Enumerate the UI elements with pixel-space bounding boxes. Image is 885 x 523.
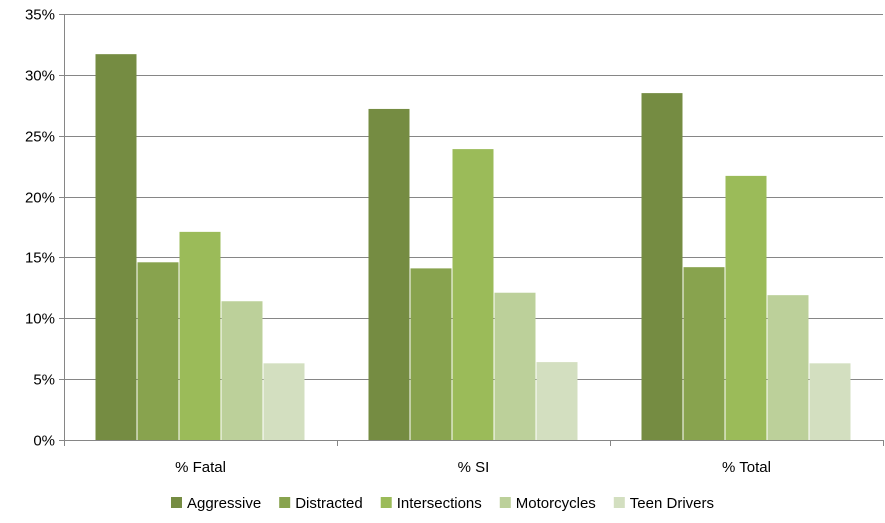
legend-label: Motorcycles: [516, 495, 596, 512]
bar-teen-drivers: [809, 363, 851, 440]
bar-intersections: [452, 149, 494, 441]
legend-swatch: [170, 497, 182, 508]
legend-swatch: [279, 497, 291, 508]
bar-distracted: [410, 268, 452, 440]
x-tick-label: % Fatal: [175, 459, 226, 476]
legend-label: Distracted: [295, 495, 363, 512]
bar-intersections: [179, 231, 221, 440]
axes: [64, 14, 883, 441]
bar-motorcycles: [767, 295, 809, 440]
bar-teen-drivers: [536, 362, 578, 440]
legend-swatch: [380, 497, 392, 508]
x-tick-label: % SI: [458, 459, 490, 476]
y-tick-label: 25%: [25, 129, 55, 146]
bar-aggressive: [95, 54, 137, 441]
y-axis-ticks: 0% 5% 10% 15% 20% 25% 30% 35%: [25, 7, 64, 450]
y-tick-label: 10%: [25, 311, 55, 328]
y-tick-label: 0%: [33, 433, 55, 450]
legend-label: Intersections: [397, 495, 482, 512]
y-tick-label: 35%: [25, 7, 55, 24]
y-tick-label: 30%: [25, 68, 55, 85]
legend: Aggressive Distracted Intersections Motorcy…: [170, 495, 714, 512]
legend-swatch: [499, 497, 511, 508]
bar-distracted: [137, 262, 179, 440]
legend-label: Aggressive: [187, 495, 261, 512]
y-tick-label: 15%: [25, 250, 55, 267]
y-tick-label: 5%: [33, 372, 55, 389]
legend-label: Teen Drivers: [630, 495, 714, 512]
bar-aggressive: [641, 93, 683, 440]
legend-swatch: [613, 497, 625, 508]
y-tick-label: 20%: [25, 190, 55, 207]
bars: [95, 54, 851, 441]
bar-distracted: [683, 267, 725, 440]
x-tick-label: % Total: [722, 459, 771, 476]
bar-teen-drivers: [263, 363, 305, 440]
bar-motorcycles: [494, 292, 536, 440]
x-axis-ticks: % Fatal % SI % Total: [64, 440, 884, 476]
bar-motorcycles: [221, 301, 263, 440]
bar-aggressive: [368, 108, 410, 441]
bar-intersections: [725, 175, 767, 440]
